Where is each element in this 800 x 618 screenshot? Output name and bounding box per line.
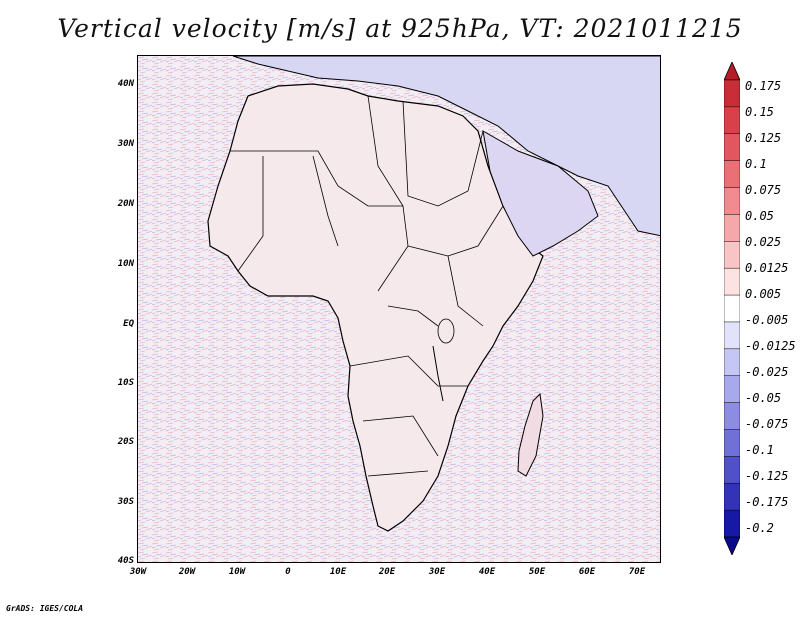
rift-lakes [432, 345, 444, 402]
colorbar-segment [724, 267, 740, 296]
colorbar-segment [724, 509, 740, 538]
colorbar-top-arrow [724, 62, 740, 81]
colorbar-label: -0.075 [745, 417, 789, 431]
colorbar-segment [724, 456, 740, 484]
colorbar-segment [724, 241, 740, 269]
lat-label-eq: EQ [123, 319, 134, 329]
lat-label-30s: 30S [117, 497, 134, 507]
lat-label-20s: 20S [117, 437, 134, 447]
lat-label-20n: 20N [117, 199, 134, 209]
colorbar-label: 0.025 [745, 235, 782, 249]
colorbar-label: 0.175 [745, 79, 782, 93]
lat-label-10s: 10S [117, 378, 134, 388]
colorbar-segment [724, 429, 740, 458]
lat-label-10n: 10N [117, 259, 134, 269]
colorbar-segment [724, 294, 740, 323]
colorbar-label: 0.0125 [745, 261, 789, 275]
colorbar-label: 0.1 [745, 157, 767, 171]
lon-label-20e: 20E [378, 567, 396, 577]
colorbar-label: 0.125 [745, 131, 782, 145]
colorbar-label: 0.075 [745, 183, 782, 197]
colorbar-segment [724, 133, 740, 162]
colorbar-label: -0.05 [745, 391, 782, 405]
colorbar-label: -0.005 [745, 313, 789, 327]
colorbar-segment [724, 482, 740, 511]
lat-label-40s: 40S [117, 556, 134, 566]
lat-label-40n: 40N [117, 79, 134, 89]
colorbar-segment [724, 375, 740, 404]
chart-title: Vertical velocity [m/s] at 925hPa, VT: 2… [57, 14, 743, 43]
lon-label-40e: 40E [478, 567, 496, 577]
lake-victoria [437, 318, 455, 344]
colorbar-segment [724, 402, 740, 431]
colorbar-label: 0.005 [745, 287, 782, 301]
colorbar-label: -0.1 [745, 443, 774, 457]
lon-label-30e: 30E [428, 567, 446, 577]
lat-label-30n: 30N [117, 139, 134, 149]
colorbar-segment [724, 187, 740, 216]
colorbar-segment [724, 160, 740, 189]
country-boundaries [230, 95, 504, 477]
colorbar-label: -0.2 [745, 521, 774, 535]
map-plot [137, 55, 661, 563]
colorbar-label: -0.125 [745, 469, 789, 483]
lon-label-10w: 10W [228, 567, 246, 577]
colorbar-label: -0.025 [745, 365, 789, 379]
madagascar-landmass [517, 392, 544, 477]
lon-label-60e: 60E [578, 567, 596, 577]
colorbar [724, 62, 740, 555]
colorbar-label: 0.05 [745, 209, 774, 223]
arabia-landmass [482, 130, 599, 257]
colorbar-segment [724, 321, 740, 350]
colorbar-segment [724, 79, 740, 108]
grads-credit: GrADS: IGES/COLA [6, 604, 84, 613]
colorbar-segment [724, 348, 740, 377]
lon-label-50e: 50E [528, 567, 546, 577]
colorbar-segment [724, 214, 740, 243]
colorbar-bottom-arrow [724, 536, 740, 555]
colorbar-label: 0.15 [745, 105, 774, 119]
colorbar-segment [724, 106, 740, 135]
lon-label-30w: 30W [129, 567, 147, 577]
eurasia-landmass [232, 56, 660, 237]
lon-label-70e: 70E [628, 567, 646, 577]
colorbar-label: -0.0125 [745, 339, 796, 353]
lon-label-0: 0 [285, 567, 291, 577]
colorbar-label: -0.175 [745, 495, 789, 509]
lon-label-20w: 20W [178, 567, 196, 577]
lon-label-10e: 10E [329, 567, 347, 577]
